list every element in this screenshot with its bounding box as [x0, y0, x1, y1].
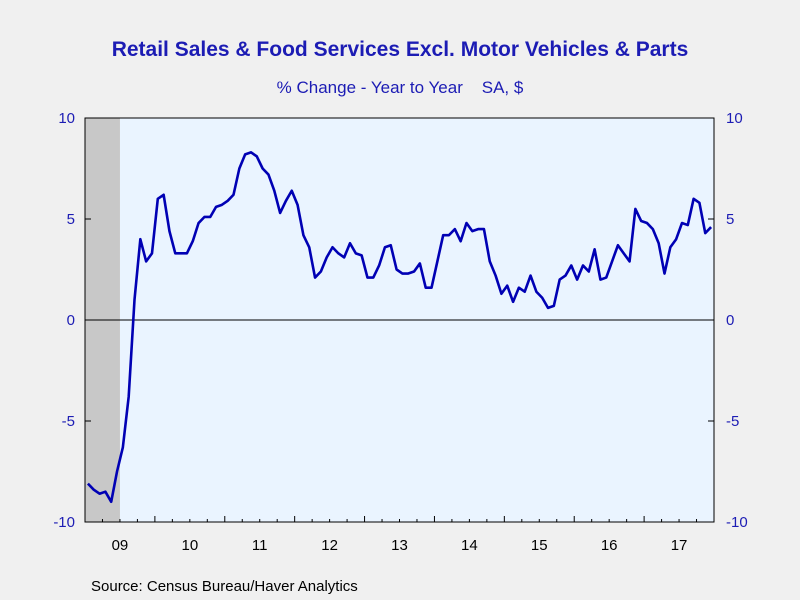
x-tick-label: 16 — [601, 537, 618, 554]
plot-frame — [84, 117, 715, 523]
x-tick-label: 13 — [391, 537, 408, 554]
x-tick-label: 10 — [181, 537, 198, 554]
y-tick-label-left: -10 — [53, 514, 75, 531]
chart-title: Retail Sales & Food Services Excl. Motor… — [111, 38, 689, 61]
chart-subtitle: % Change - Year to Year SA, $ — [276, 78, 524, 97]
y-tick-label-right: -5 — [726, 413, 739, 430]
x-tick-label: 09 — [112, 537, 129, 554]
y-tick-label-left: -5 — [62, 413, 75, 430]
y-axis-left-labels: 10 5 0 -5 -10 — [53, 110, 75, 531]
y-tick-label-right: 5 — [726, 211, 734, 228]
y-axis-right-labels: 10 5 0 -5 -10 — [726, 110, 748, 531]
x-axis-labels: 09 10 11 12 13 14 15 16 17 — [112, 537, 688, 554]
y-tick-label-right: -10 — [726, 514, 748, 531]
y-tick-label-right: 10 — [726, 110, 743, 127]
x-tick-label: 11 — [252, 537, 268, 554]
x-tick-label: 15 — [531, 537, 548, 554]
source-note: Source: Census Bureau/Haver Analytics — [91, 578, 358, 595]
y-tick-label-left: 10 — [58, 110, 75, 127]
y-tick-label-left: 0 — [67, 312, 75, 329]
x-tick-label: 17 — [671, 537, 688, 554]
x-tick-label: 12 — [321, 537, 338, 554]
x-tick-label: 14 — [461, 537, 478, 554]
y-tick-label-right: 0 — [726, 312, 734, 329]
y-tick-label-left: 5 — [67, 211, 75, 228]
series-line — [86, 151, 713, 504]
